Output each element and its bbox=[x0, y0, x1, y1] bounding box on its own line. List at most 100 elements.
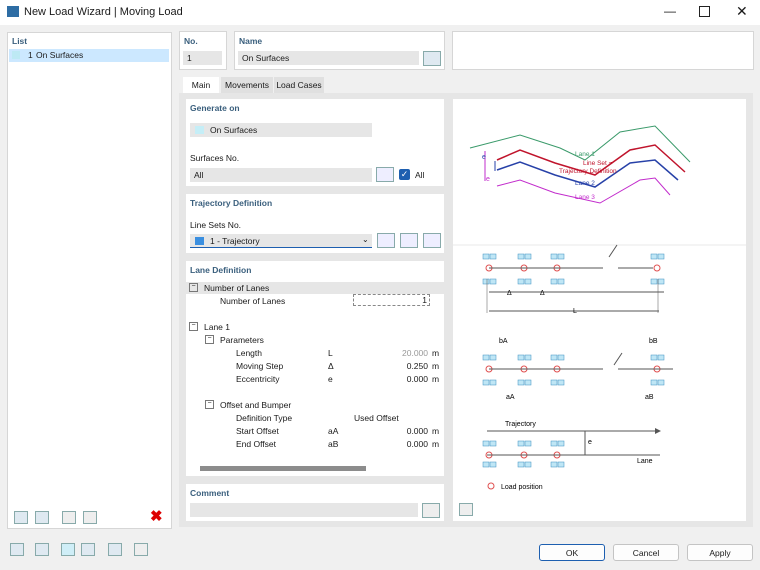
axle-part bbox=[608, 244, 618, 258]
axle-part bbox=[550, 440, 558, 447]
minimize[interactable]: — bbox=[664, 4, 676, 18]
section-title: Comment bbox=[190, 488, 230, 498]
item-no: 1 bbox=[28, 50, 33, 60]
lane-3-line bbox=[496, 177, 671, 204]
row-symbol: aA bbox=[328, 426, 339, 436]
lane-label: Lane 3 bbox=[575, 194, 595, 201]
pick-line-set[interactable] bbox=[423, 233, 441, 248]
uncheck-button[interactable] bbox=[83, 511, 97, 524]
axle-part bbox=[489, 461, 497, 468]
row-unit: m bbox=[432, 361, 440, 371]
dim-label: Δ bbox=[540, 290, 545, 297]
surfaces-label: Surfaces No. bbox=[190, 153, 240, 163]
maximize[interactable] bbox=[699, 6, 710, 17]
delete-button[interactable]: ✖ bbox=[150, 508, 163, 525]
legend-symbol bbox=[487, 482, 495, 490]
tool-button[interactable] bbox=[61, 543, 75, 556]
axle-part bbox=[482, 253, 490, 260]
title-bar: New Load Wizard | Moving Load — ✕ bbox=[0, 0, 760, 25]
axle-part bbox=[557, 253, 565, 260]
axle-part bbox=[657, 253, 665, 260]
edit-line-set[interactable] bbox=[400, 233, 418, 248]
lane-label: Trajectory Definition bbox=[559, 168, 617, 175]
expander[interactable]: − bbox=[189, 322, 198, 331]
row-value[interactable]: 0.000 bbox=[406, 439, 428, 449]
tool-button[interactable] bbox=[35, 543, 49, 556]
surfaces-input[interactable]: All bbox=[190, 168, 372, 182]
tool-button[interactable] bbox=[134, 543, 148, 556]
copy-button[interactable] bbox=[35, 511, 49, 524]
pick-surfaces[interactable] bbox=[376, 167, 394, 182]
diagram-options[interactable] bbox=[459, 503, 473, 516]
row-value[interactable]: 0.250 bbox=[406, 361, 428, 371]
row-unit: m bbox=[432, 439, 440, 449]
window-title: New Load Wizard | Moving Load bbox=[24, 6, 183, 18]
row-value[interactable]: 0.000 bbox=[406, 374, 428, 384]
axle-part bbox=[489, 440, 497, 447]
axle-part bbox=[550, 379, 558, 386]
tab[interactable]: Main bbox=[183, 77, 219, 93]
list-panel: List 1 On Surfaces ✖ bbox=[7, 32, 172, 529]
expander[interactable]: − bbox=[205, 335, 214, 344]
axle-part bbox=[482, 278, 490, 285]
row-value[interactable]: 0.000 bbox=[406, 426, 428, 436]
axle-part bbox=[613, 352, 623, 366]
comment-section: Comment bbox=[186, 484, 444, 521]
dim-label: e bbox=[482, 154, 486, 161]
cancel-button[interactable]: Cancel bbox=[613, 544, 679, 561]
expander[interactable]: − bbox=[205, 400, 214, 409]
apply-button[interactable]: Apply bbox=[687, 544, 753, 561]
axle-part bbox=[657, 354, 665, 361]
tab[interactable]: Movements bbox=[221, 77, 273, 93]
no-label: No. bbox=[184, 36, 198, 46]
scrollbar[interactable] bbox=[200, 466, 366, 471]
row-label: Moving Step bbox=[236, 361, 284, 371]
edit-name[interactable] bbox=[423, 51, 441, 66]
row-value[interactable]: 20.000 bbox=[402, 348, 428, 358]
line-set-color bbox=[195, 237, 204, 245]
tool-button[interactable] bbox=[81, 543, 95, 556]
axle-part bbox=[524, 354, 532, 361]
axle-part bbox=[517, 278, 525, 285]
type-select[interactable]: On Surfaces bbox=[190, 123, 372, 137]
trajectory-section: Trajectory Definition Line Sets No. 1 - … bbox=[186, 194, 444, 253]
close[interactable]: ✕ bbox=[736, 3, 748, 19]
new-line-set[interactable] bbox=[377, 233, 395, 248]
axle-part bbox=[657, 278, 665, 285]
axle-part bbox=[524, 253, 532, 260]
trajectory-line bbox=[496, 144, 686, 176]
list-item[interactable]: 1 On Surfaces bbox=[9, 49, 169, 62]
ok-button[interactable]: OK bbox=[539, 544, 605, 561]
axle-part bbox=[557, 440, 565, 447]
row-symbol: L bbox=[328, 348, 333, 358]
axle-part bbox=[489, 278, 497, 285]
tool-button[interactable] bbox=[108, 543, 122, 556]
axle-part bbox=[489, 379, 497, 386]
name-input[interactable]: On Surfaces bbox=[238, 51, 419, 65]
row-unit: m bbox=[432, 426, 440, 436]
value-input[interactable]: 1 bbox=[353, 294, 430, 306]
row-value[interactable]: Used Offset bbox=[354, 413, 399, 423]
line-sets-select[interactable]: 1 - Trajectory bbox=[190, 234, 372, 248]
check-button[interactable] bbox=[62, 511, 76, 524]
axle-part bbox=[550, 253, 558, 260]
tool-button[interactable] bbox=[10, 543, 24, 556]
tab[interactable]: Load Cases bbox=[274, 77, 324, 93]
axle-part bbox=[489, 354, 497, 361]
no-input[interactable]: 1 bbox=[183, 51, 222, 65]
axle-part bbox=[524, 440, 532, 447]
axle-part bbox=[489, 253, 497, 260]
axle-part bbox=[524, 461, 532, 468]
comment-input[interactable] bbox=[190, 503, 418, 517]
all-checkbox[interactable]: ✓ bbox=[399, 169, 410, 180]
axle-part bbox=[524, 379, 532, 386]
row-label: Number of Lanes bbox=[220, 296, 286, 306]
new-button[interactable] bbox=[14, 511, 28, 524]
comment-library[interactable] bbox=[422, 503, 440, 518]
expander[interactable]: − bbox=[189, 283, 198, 292]
generate-on-section: Generate on On Surfaces Surfaces No. All… bbox=[186, 99, 444, 186]
lane-label: Line Set = bbox=[583, 160, 613, 167]
item-name: On Surfaces bbox=[36, 50, 84, 60]
info-box bbox=[452, 31, 754, 70]
